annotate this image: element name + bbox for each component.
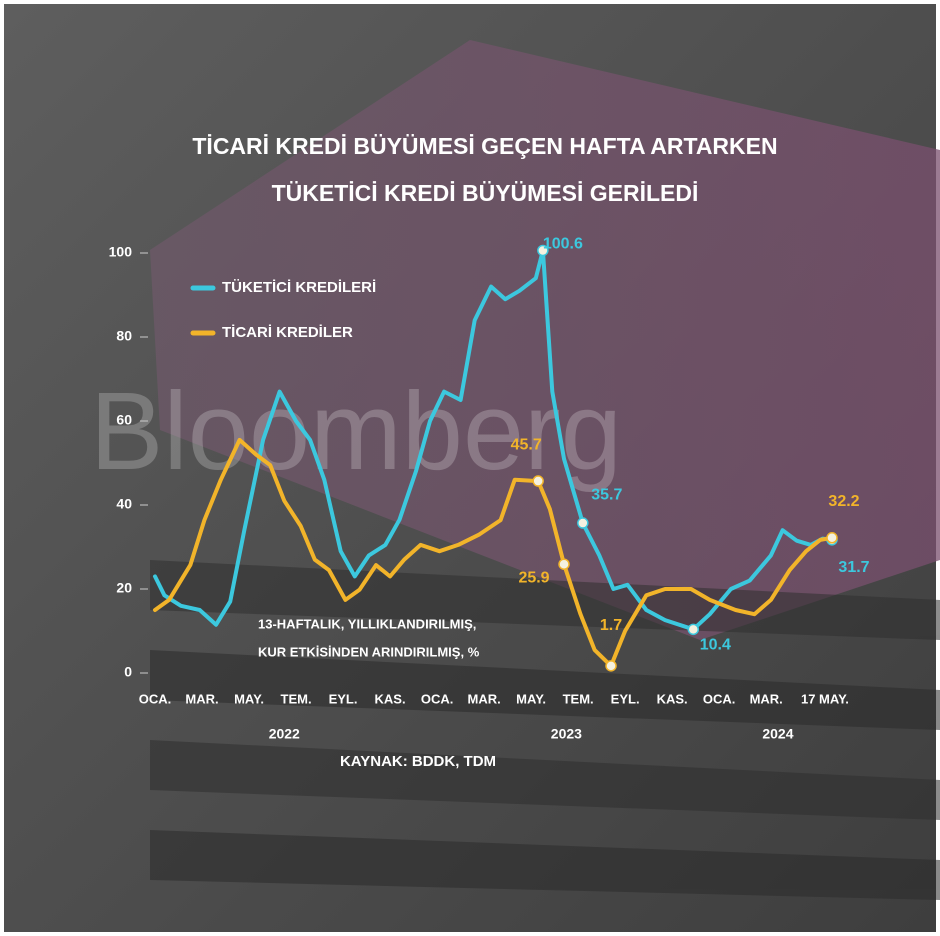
data-label: 10.4 [700, 637, 731, 654]
legend-label: TÜKETİCİ KREDİLERİ [222, 279, 376, 296]
point-marker [687, 623, 700, 636]
y-tick-label: 100 [109, 244, 133, 260]
chart-title: TÜKETİCİ KREDİ BÜYÜMESİ GERİLEDİ [272, 180, 699, 206]
x-tick-label: KAS. [657, 691, 688, 706]
x-tick-label: MAR. [467, 691, 500, 706]
y-tick-label: 80 [116, 328, 132, 344]
banknote [150, 40, 940, 640]
x-tick-label: MAR. [185, 691, 218, 706]
data-label: 31.7 [838, 559, 869, 576]
series-line [153, 437, 834, 668]
point-marker [558, 558, 570, 570]
data-label: 32.2 [828, 493, 859, 510]
point-marker [537, 244, 549, 257]
note: 13-HAFTALIK, YILLIKLANDIRILMIŞ, [258, 616, 476, 631]
x-tick-label: MAY. [516, 691, 546, 706]
x-tick-label: 17 MAY. [801, 691, 849, 706]
x-tick-label: MAR. [750, 691, 783, 706]
x-tick-label: TEM. [563, 691, 594, 706]
year-label: 2022 [269, 726, 300, 742]
data-label: 1.7 [600, 617, 622, 634]
banknote-stack [150, 560, 940, 900]
x-tick-label: TEM. [281, 691, 312, 706]
note: KUR ETKİSİNDEN ARINDIRILMIŞ, % [258, 644, 480, 659]
x-tick-label: OCA. [703, 691, 736, 706]
year-label: 2023 [551, 726, 582, 742]
x-tick-label: MAY. [234, 691, 264, 706]
point-marker [577, 517, 589, 529]
x-tick-label: EYL. [329, 691, 358, 706]
y-tick-label: 60 [116, 412, 132, 428]
legend-label: TİCARİ KREDİLER [222, 324, 353, 341]
year-label: 2024 [762, 726, 793, 742]
source: KAYNAK: BDDK, TDM [340, 753, 496, 770]
x-tick-label: OCA. [421, 691, 454, 706]
data-label: 35.7 [591, 486, 622, 503]
x-tick-label: EYL. [611, 691, 640, 706]
data-label: 25.9 [518, 569, 549, 586]
point-marker [532, 475, 544, 487]
x-tick-label: OCA. [139, 691, 172, 706]
point-marker [605, 660, 617, 672]
data-label: 45.7 [511, 436, 542, 453]
series-line [153, 248, 834, 632]
y-tick-label: 40 [116, 496, 132, 512]
x-tick-label: KAS. [375, 691, 406, 706]
point-marker [826, 532, 838, 544]
watermark: Bloomberg [90, 370, 622, 493]
chart-title: TİCARİ KREDİ BÜYÜMESİ GEÇEN HAFTA ARTARK… [192, 133, 777, 159]
data-label: 100.6 [543, 236, 583, 253]
y-tick-label: 0 [124, 664, 132, 680]
y-tick-label: 20 [116, 580, 132, 596]
